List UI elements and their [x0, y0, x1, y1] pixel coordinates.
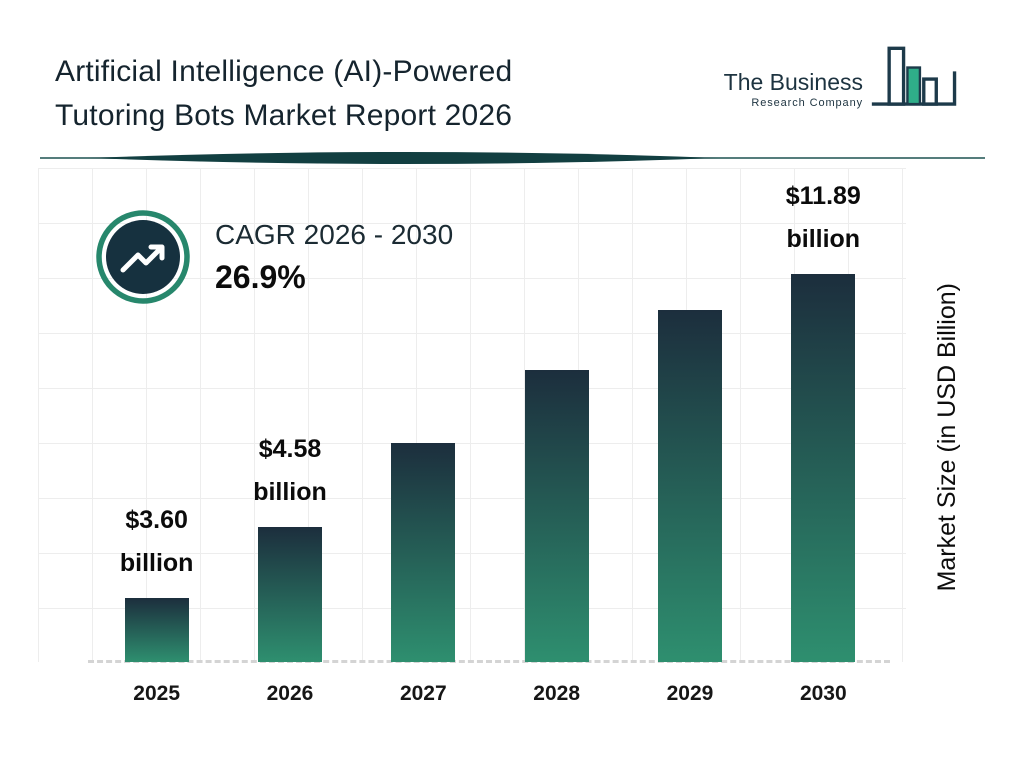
title-line-2: Tutoring Bots Market Report 2026 [55, 99, 513, 132]
section-divider [40, 152, 985, 164]
page-title: Artificial Intelligence (AI)-Powered Tut… [55, 50, 512, 138]
x-axis-label-2026: 2026 [266, 682, 314, 705]
bar-chart: $3.60 billion $4.58 billion $11.89 billion [90, 175, 890, 662]
bar-2025 [124, 598, 189, 662]
company-logo-text: The Business Research Company [724, 69, 863, 109]
x-axis-label-2027: 2027 [399, 682, 447, 705]
trend-up-icon [96, 210, 190, 304]
bar-slot-2027 [357, 175, 490, 662]
bar-2028 [524, 370, 589, 662]
x-axis-label-2030: 2030 [799, 682, 847, 705]
bar-slot-2030: $11.89 billion [757, 175, 890, 662]
bar-2029 [657, 310, 722, 662]
x-axis-labels: 2025 2026 2027 2028 2029 2030 [90, 682, 890, 706]
company-logo: The Business Research Company [724, 44, 968, 118]
bar-slot-2028 [490, 175, 623, 662]
x-axis-label-2029: 2029 [666, 682, 714, 705]
x-axis-baseline [88, 660, 890, 663]
title-line-1: Artificial Intelligence (AI)-Powered [55, 55, 513, 88]
bar-2026 [257, 527, 322, 662]
bar-slot-2029 [623, 175, 756, 662]
cagr-badge: CAGR 2026 - 2030 26.9% [95, 209, 453, 305]
logo-subtitle: Research Company [751, 97, 863, 109]
bar-value-label-2025: $3.60 billion [119, 506, 194, 577]
x-axis-label-2028: 2028 [533, 682, 580, 705]
bar-chart-logo-icon [871, 46, 957, 106]
bar-2030 [791, 274, 856, 662]
cagr-value: 26.9% [215, 258, 306, 295]
bar-2027 [391, 443, 456, 662]
bar-value-label-2030: $11.89 billion [785, 182, 861, 253]
bar-value-label-2026: $4.58 billion [253, 435, 327, 506]
chart-gridlines [38, 168, 906, 662]
bar-slot-2026: $4.58 billion [223, 175, 356, 662]
cagr-label: CAGR 2026 - 2030 [215, 218, 454, 250]
logo-name: The Business [723, 69, 863, 95]
x-axis-label-2025: 2025 [133, 682, 181, 705]
y-axis-title: Market Size (in USD Billion) [933, 283, 961, 592]
cagr-text: CAGR 2026 - 2030 26.9% [215, 219, 453, 296]
bar-slot-2025: $3.60 billion [90, 175, 223, 662]
